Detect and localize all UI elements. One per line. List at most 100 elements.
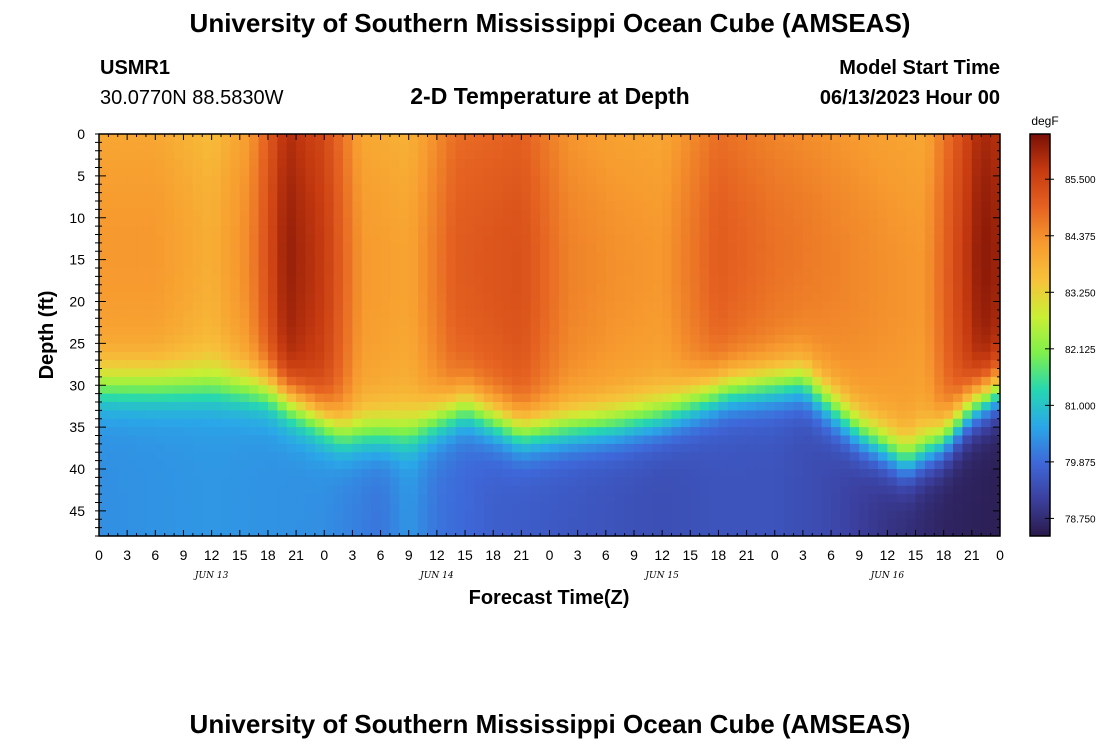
heatmap-cell	[915, 251, 926, 261]
heatmap-cell	[549, 385, 560, 395]
heatmap-cell	[877, 435, 888, 445]
heatmap-cell	[662, 251, 673, 261]
heatmap-cell	[605, 527, 616, 536]
heatmap-cell	[155, 293, 166, 303]
heatmap-cell	[755, 150, 766, 160]
heatmap-cell	[446, 477, 457, 487]
heatmap-cell	[127, 192, 138, 202]
heatmap-cell	[671, 393, 682, 403]
heatmap-cell	[389, 293, 400, 303]
heatmap-cell	[624, 435, 635, 445]
heatmap-cell	[230, 435, 241, 445]
heatmap-cell	[99, 276, 109, 286]
heatmap-cell	[446, 167, 457, 177]
heatmap-cell	[493, 175, 504, 185]
heatmap-cell	[352, 477, 363, 487]
heatmap-cell	[314, 226, 325, 236]
heatmap-cell	[877, 251, 888, 261]
heatmap-cell	[906, 351, 917, 361]
heatmap-cell	[849, 175, 860, 185]
heatmap-cell	[577, 301, 588, 311]
heatmap-cell	[812, 150, 823, 160]
heatmap-cell	[192, 452, 203, 462]
heatmap-cell	[784, 209, 795, 219]
heatmap-cell	[690, 510, 701, 520]
heatmap-cell	[361, 402, 372, 411]
heatmap-cell	[174, 519, 185, 529]
heatmap-cell	[596, 469, 607, 478]
heatmap-cell	[821, 452, 832, 462]
y-tick-label: 10	[69, 210, 85, 226]
heatmap-cell	[465, 452, 476, 462]
heatmap-cell	[877, 385, 888, 395]
heatmap-cell	[164, 510, 175, 520]
heatmap-cell	[924, 368, 935, 378]
heatmap-cell	[221, 477, 231, 487]
heatmap-cell	[399, 234, 410, 244]
heatmap-cell	[887, 184, 898, 194]
heatmap-cell	[718, 159, 729, 169]
heatmap-cell	[793, 360, 804, 370]
heatmap-cell	[709, 167, 720, 177]
heatmap-cell	[352, 192, 363, 202]
heatmap-cell	[427, 368, 438, 378]
y-tick-label: 0	[77, 126, 85, 142]
heatmap-cell	[155, 502, 166, 512]
heatmap-cell	[633, 234, 644, 244]
heatmap-cell	[493, 335, 504, 344]
x-tick-label: 9	[855, 547, 863, 563]
heatmap-cell	[981, 427, 992, 437]
heatmap-cell	[587, 494, 598, 504]
heatmap-cell	[221, 284, 231, 294]
heatmap-cell	[859, 469, 870, 478]
heatmap-cell	[145, 402, 156, 411]
heatmap-cell	[568, 351, 579, 361]
heatmap-cell	[530, 175, 541, 185]
heatmap-cell	[793, 460, 804, 470]
heatmap-cell	[99, 418, 109, 428]
heatmap-cell	[971, 519, 982, 529]
heatmap-cell	[174, 234, 185, 244]
heatmap-cell	[812, 268, 823, 277]
heatmap-cell	[145, 209, 156, 219]
heatmap-cell	[99, 519, 109, 529]
heatmap-cell	[343, 268, 354, 277]
heatmap-cell	[202, 242, 213, 252]
heatmap-cell	[164, 142, 175, 152]
heatmap-cell	[849, 460, 860, 470]
heatmap-cell	[305, 192, 316, 202]
heatmap-cell	[549, 217, 560, 227]
y-tick-label: 5	[77, 168, 85, 184]
heatmap-cell	[605, 427, 616, 437]
heatmap-cell	[446, 418, 457, 428]
heatmap-cell	[615, 443, 626, 453]
heatmap-cell	[568, 460, 579, 470]
heatmap-cell	[971, 469, 982, 478]
heatmap-cell	[802, 150, 813, 160]
heatmap-cell	[755, 494, 766, 504]
heatmap-cell	[887, 494, 898, 504]
heatmap-cell	[117, 469, 128, 478]
heatmap-cell	[915, 318, 926, 328]
heatmap-cell	[868, 318, 879, 328]
heatmap-cell	[802, 175, 813, 185]
heatmap-cell	[699, 402, 710, 411]
heatmap-cell	[427, 318, 438, 328]
heatmap-cell	[746, 150, 757, 160]
heatmap-cell	[230, 142, 241, 152]
heatmap-cell	[530, 167, 541, 177]
heatmap-cell	[633, 242, 644, 252]
heatmap-cell	[718, 167, 729, 177]
heatmap-cell	[108, 259, 119, 269]
heatmap-cell	[521, 385, 532, 395]
heatmap-cell	[136, 351, 147, 361]
heatmap-cell	[577, 226, 588, 236]
heatmap-cell	[671, 427, 682, 437]
heatmap-cell	[483, 192, 494, 202]
heatmap-cell	[971, 360, 982, 370]
heatmap-cell	[924, 309, 935, 319]
heatmap-cell	[877, 502, 888, 512]
heatmap-cell	[99, 268, 109, 277]
heatmap-cell	[699, 150, 710, 160]
heatmap-cell	[596, 226, 607, 236]
